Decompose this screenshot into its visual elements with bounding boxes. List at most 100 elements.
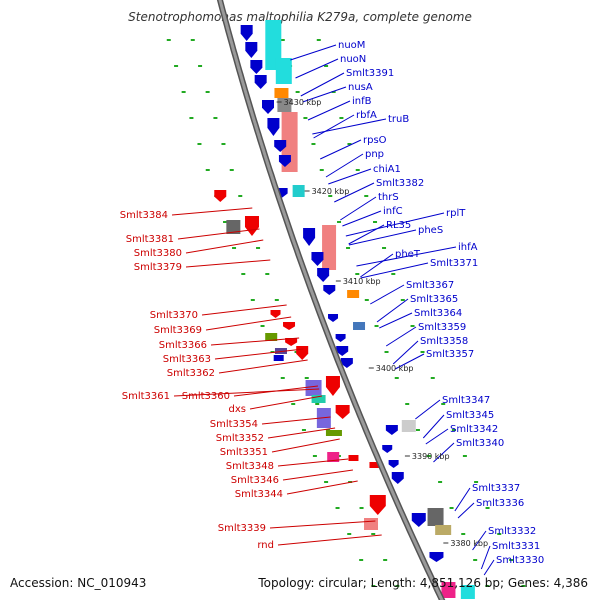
track-dot [280,39,285,41]
track-dot [241,273,246,275]
leader-line [218,359,308,374]
leader-line [171,207,253,216]
gene-arrow [285,338,298,346]
leader-line [177,228,260,240]
gene-arrow [311,252,324,266]
leader-line [433,442,455,463]
track-dot [355,273,360,275]
label-leaders [171,44,495,576]
gene-label-left: Smlt3344 [235,489,283,500]
leader-line [328,168,372,185]
accession-text: Accession: NC_010943 [10,576,147,590]
gene-arrow [325,376,340,396]
track-dot [374,325,379,327]
gene-label-left: Smlt3384 [120,210,168,221]
track-dot [371,585,376,587]
gene-label-right: rplT [446,208,466,219]
leader-line [173,388,320,397]
kbp-tick-label: 3410 kbp [343,277,381,286]
gene-block [265,20,282,70]
gene-label-right: Smlt3342 [450,424,498,435]
leader-line [360,262,429,279]
genome-title: Stenotrophomonas maltophilia K279a, comp… [128,10,472,24]
gene-label-right: pnp [365,149,384,160]
gene-arrow [336,346,349,356]
leader-line [233,385,319,397]
track-dot [405,403,410,405]
gene-arrow [278,155,291,167]
track-dot [274,299,279,301]
leader-line [394,353,425,370]
gene-label-right: Smlt3345 [446,410,494,421]
leader-line [483,559,495,576]
gene-label-left: Smlt3362 [167,368,215,379]
genome-backbone [216,0,446,600]
gene-arrow [335,405,350,419]
leader-line [457,502,475,519]
track-dot [312,455,317,457]
leader-line [214,348,304,360]
leader-line [379,312,413,329]
gene-block [327,452,340,462]
gene-label-right: nusA [348,82,373,93]
leader-line [348,229,417,246]
gene-label-right: Smlt3371 [430,258,478,269]
gene-arrow [254,75,267,89]
gene-arrow [270,310,281,318]
track-dot [359,559,364,561]
track-dot [373,221,378,223]
gene-label-right: nuoM [338,40,365,51]
track-dot [395,585,400,587]
gene-block [226,220,241,234]
kbp-ticks: 3430 kbp 3420 kbp 3410 kbp 3400 kbp 3390 kbp… [276,98,488,548]
track-dot [430,377,435,379]
track-dot [383,559,388,561]
gene-label-right: Smlt3357 [426,349,474,360]
feature-dots [166,39,526,587]
track-dot [391,273,396,275]
gene-arrow [245,42,258,58]
track-dot [324,481,329,483]
gene-label-right: truB [388,114,409,125]
gene-arrow [283,322,296,330]
track-dot [198,65,203,67]
track-dot [441,403,446,405]
track-dot [303,117,308,119]
leader-line [201,304,287,316]
gene-block [348,455,359,461]
leader-line [313,114,355,139]
track-dot [166,39,171,41]
gene-arrow [274,140,287,152]
track-dot [485,585,490,587]
leader-line [277,458,349,467]
gene-block [460,585,475,599]
track-dot [190,39,195,41]
gene-arrow [240,25,253,41]
gene-label-right: Smlt3340 [456,438,504,449]
track-dot [301,429,306,431]
track-dot [355,169,360,171]
leader-line [319,139,362,160]
track-dot [347,533,352,535]
gene-arrow [382,445,393,453]
track-dot [394,377,399,379]
gene-label-right: RL35 [386,220,411,231]
gene-block [274,88,289,98]
track-dot [426,455,431,457]
gene-label-left: Smlt3380 [134,248,182,259]
track-dot [339,117,344,119]
track-dot [359,507,364,509]
track-dot [174,65,179,67]
gene-block [292,185,305,197]
leader-line [269,520,376,529]
track-dot [347,143,352,145]
kbp-tick-label: 3420 kbp [312,187,350,196]
gene-label-right: Smlt3332 [488,526,536,537]
leader-line [277,534,382,546]
track-dot [295,91,300,93]
gene-label-left: Smlt3361 [122,391,170,402]
gene-label-right: pheS [418,225,443,236]
leader-line [360,253,394,278]
gene-label-right: thrS [378,192,399,203]
